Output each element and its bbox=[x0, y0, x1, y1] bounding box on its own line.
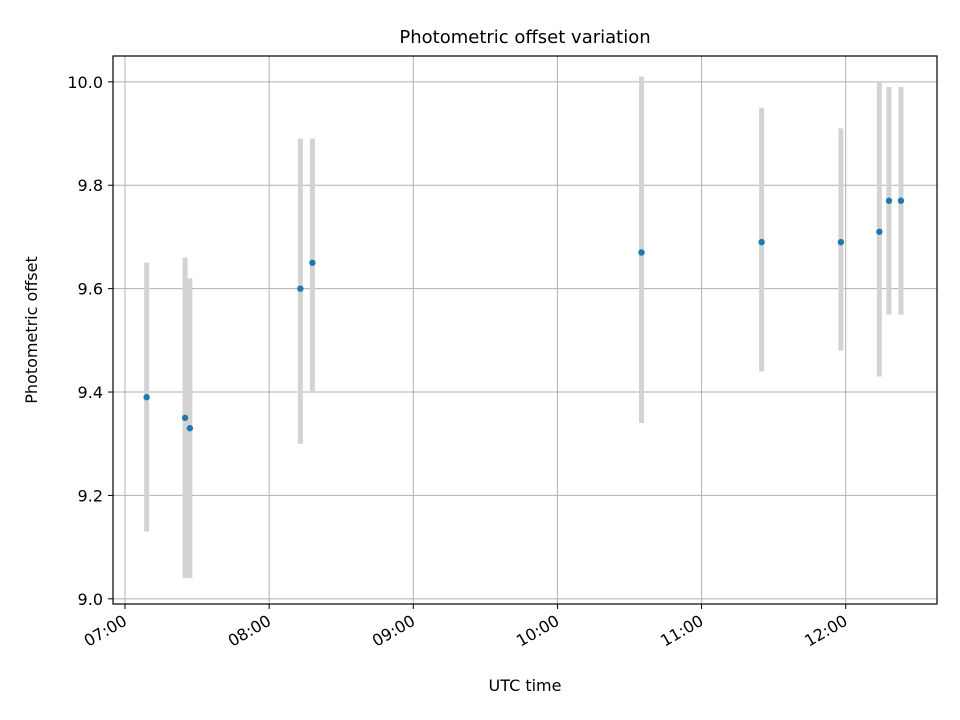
data-points bbox=[143, 197, 905, 432]
data-point-8 bbox=[876, 228, 883, 235]
data-point-0 bbox=[143, 394, 150, 401]
y-tick-label-3: 9.6 bbox=[78, 280, 103, 299]
data-point-10 bbox=[897, 197, 905, 204]
grid bbox=[113, 56, 937, 604]
chart-title: Photometric offset variation bbox=[399, 27, 650, 48]
data-point-6 bbox=[758, 238, 765, 246]
data-point-4 bbox=[309, 259, 316, 266]
y-tick-label-2: 9.4 bbox=[78, 383, 103, 402]
y-tick-label-1: 9.2 bbox=[78, 486, 103, 505]
data-point-9 bbox=[885, 197, 893, 204]
data-point-2 bbox=[186, 425, 194, 432]
y-tick-label-5: 10.0 bbox=[67, 73, 103, 92]
plot-area-frame bbox=[112, 55, 938, 605]
data-point-7 bbox=[837, 238, 845, 246]
y-tick-label-0: 9.0 bbox=[78, 590, 103, 609]
y-axis-label: Photometric offset bbox=[22, 256, 41, 404]
data-point-5 bbox=[638, 249, 645, 256]
x-axis-label: UTC time bbox=[489, 676, 562, 695]
data-point-3 bbox=[297, 285, 304, 292]
data-point-1 bbox=[181, 414, 189, 422]
y-tick-label-4: 9.8 bbox=[78, 176, 103, 195]
